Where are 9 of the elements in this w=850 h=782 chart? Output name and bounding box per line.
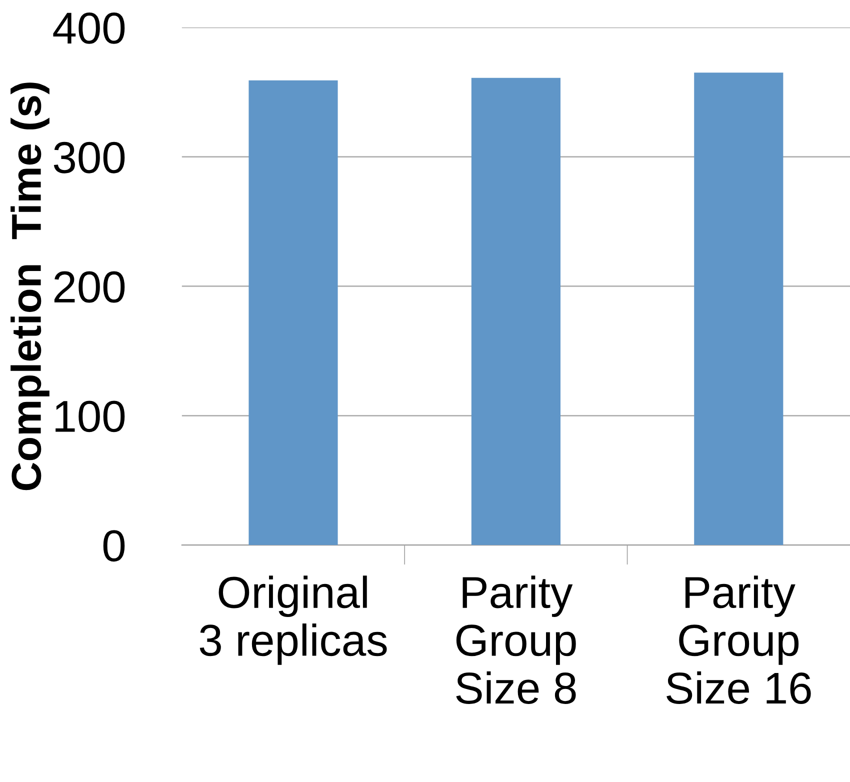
y-tick-label: 200 <box>54 271 125 303</box>
y-tick-label: 400 <box>53 12 125 44</box>
y-tick-label: 300 <box>54 142 125 174</box>
x-tick-label: Parity Group Size 8 <box>456 576 576 704</box>
x-tick-label: Parity Group Size 16 <box>666 576 811 704</box>
y-axis-title: Completion Time (s) <box>10 82 50 490</box>
x-tick-label: Original 3 replicas <box>200 576 387 665</box>
y-tick-label: 0 <box>103 530 125 562</box>
y-tick-label: 100 <box>56 400 125 432</box>
